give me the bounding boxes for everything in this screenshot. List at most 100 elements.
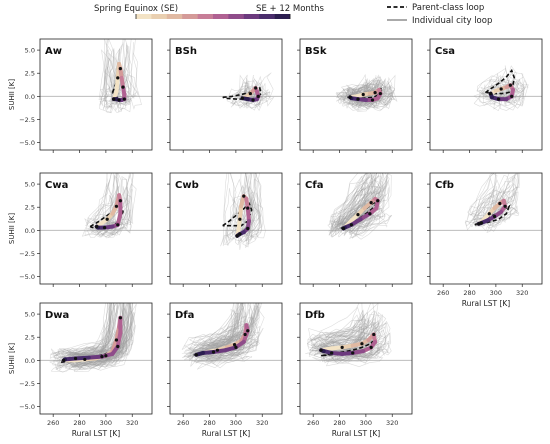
city-loop <box>207 303 258 346</box>
city-loop <box>330 213 369 238</box>
city-loop <box>201 303 253 352</box>
month-marker <box>118 199 122 203</box>
city-loop <box>73 333 134 368</box>
y-tick-label: 5.0 <box>25 47 35 55</box>
city-loop <box>70 311 128 371</box>
city-loop <box>330 188 364 228</box>
month-marker <box>246 329 250 333</box>
month-marker <box>360 342 364 346</box>
city-loop <box>50 327 112 361</box>
city-loop <box>99 178 129 224</box>
month-marker <box>83 357 87 362</box>
city-loop <box>107 48 122 113</box>
city-loop <box>347 80 381 104</box>
city-loop <box>66 303 125 359</box>
month-marker <box>243 332 247 337</box>
city-loop <box>329 173 367 225</box>
x-tick-label: 260 <box>47 419 59 427</box>
y-tick-label: 5.0 <box>25 311 35 319</box>
x-tick-label: 280 <box>203 419 215 427</box>
city-loop <box>66 303 124 361</box>
city-loop <box>326 352 384 368</box>
city-loop <box>244 192 261 240</box>
city-loop <box>330 187 366 237</box>
month-marker <box>211 350 216 354</box>
city-loop <box>500 72 524 104</box>
city-loop <box>245 173 262 234</box>
month-marker <box>477 222 481 226</box>
city-loop <box>351 80 386 100</box>
city-loop <box>117 39 131 113</box>
y-tick-label: −5.0 <box>19 273 35 281</box>
city-loop <box>319 339 373 362</box>
month-marker <box>102 225 107 230</box>
plot-area <box>170 173 282 250</box>
city-loop <box>237 193 253 237</box>
city-loop <box>189 303 238 362</box>
panel-dfa: Dfa 260 280 300 320 Rural LST [K] <box>167 302 283 438</box>
city-loop <box>186 339 239 361</box>
panel-grid: Aw −5.0 −2.5 0.0 2.5 5.0 SUHII [K] BSh BSk Csa Cwa… <box>8 38 543 438</box>
x-tick-label: 260 <box>177 419 189 427</box>
city-loop <box>222 188 238 246</box>
month-marker <box>256 94 260 98</box>
city-loop <box>94 173 119 221</box>
panel-frame <box>169 302 283 415</box>
city-loop <box>192 330 246 362</box>
city-loop <box>115 45 132 106</box>
city-loop <box>328 213 367 232</box>
city-loop <box>477 75 500 103</box>
city-loop <box>193 303 244 347</box>
month-marker <box>232 343 237 347</box>
panel-cfb: Cfb 260 280 300 320 Rural LST [K] <box>427 172 543 308</box>
city-loop <box>502 86 525 106</box>
city-loop <box>468 189 495 228</box>
city-loop <box>479 210 506 232</box>
month-marker <box>361 92 365 97</box>
city-loop <box>324 319 379 348</box>
month-marker <box>238 232 242 236</box>
panel-title: BSk <box>305 46 327 57</box>
city-loop <box>314 311 370 352</box>
x-axis-label: Rural LST [K] <box>72 429 121 438</box>
city-loop <box>205 338 256 364</box>
city-loop <box>94 173 122 234</box>
city-loop <box>326 342 380 361</box>
city-loop <box>50 303 111 358</box>
city-loop <box>308 303 363 344</box>
colorbar-segment <box>136 14 152 19</box>
panel-title: BSh <box>175 46 197 57</box>
x-tick-label: 280 <box>463 289 475 297</box>
city-loop <box>117 68 130 110</box>
city-loop <box>181 326 237 354</box>
city-loop <box>331 173 369 228</box>
panel-cwa: Cwa −5.0 −2.5 0.0 2.5 5.0 SUHII [K] <box>8 172 153 287</box>
city-loop <box>489 79 511 105</box>
city-loop <box>125 42 142 110</box>
x-tick-label: 280 <box>73 419 85 427</box>
month-marker <box>349 223 353 227</box>
season-segment <box>115 330 123 349</box>
month-marker <box>114 338 119 342</box>
city-loop <box>229 81 250 106</box>
month-marker <box>62 358 66 362</box>
panel-cfa: Cfa <box>297 172 413 287</box>
city-loop <box>54 312 111 361</box>
month-marker <box>503 204 507 208</box>
city-loop <box>245 88 262 109</box>
city-loop <box>75 303 134 370</box>
y-tick-label: 0.0 <box>25 93 35 101</box>
month-marker <box>235 234 239 238</box>
city-loop <box>348 76 382 102</box>
city-loop <box>183 312 240 350</box>
city-loop <box>356 213 393 225</box>
city-loop <box>203 340 260 360</box>
city-loop <box>233 85 253 100</box>
city-loop <box>324 303 379 348</box>
city-loop <box>473 87 502 107</box>
x-tick-label: 300 <box>230 419 242 427</box>
city-loop <box>58 303 120 357</box>
city-loop <box>351 75 384 96</box>
plot-area <box>430 65 542 112</box>
city-loop <box>483 175 510 217</box>
